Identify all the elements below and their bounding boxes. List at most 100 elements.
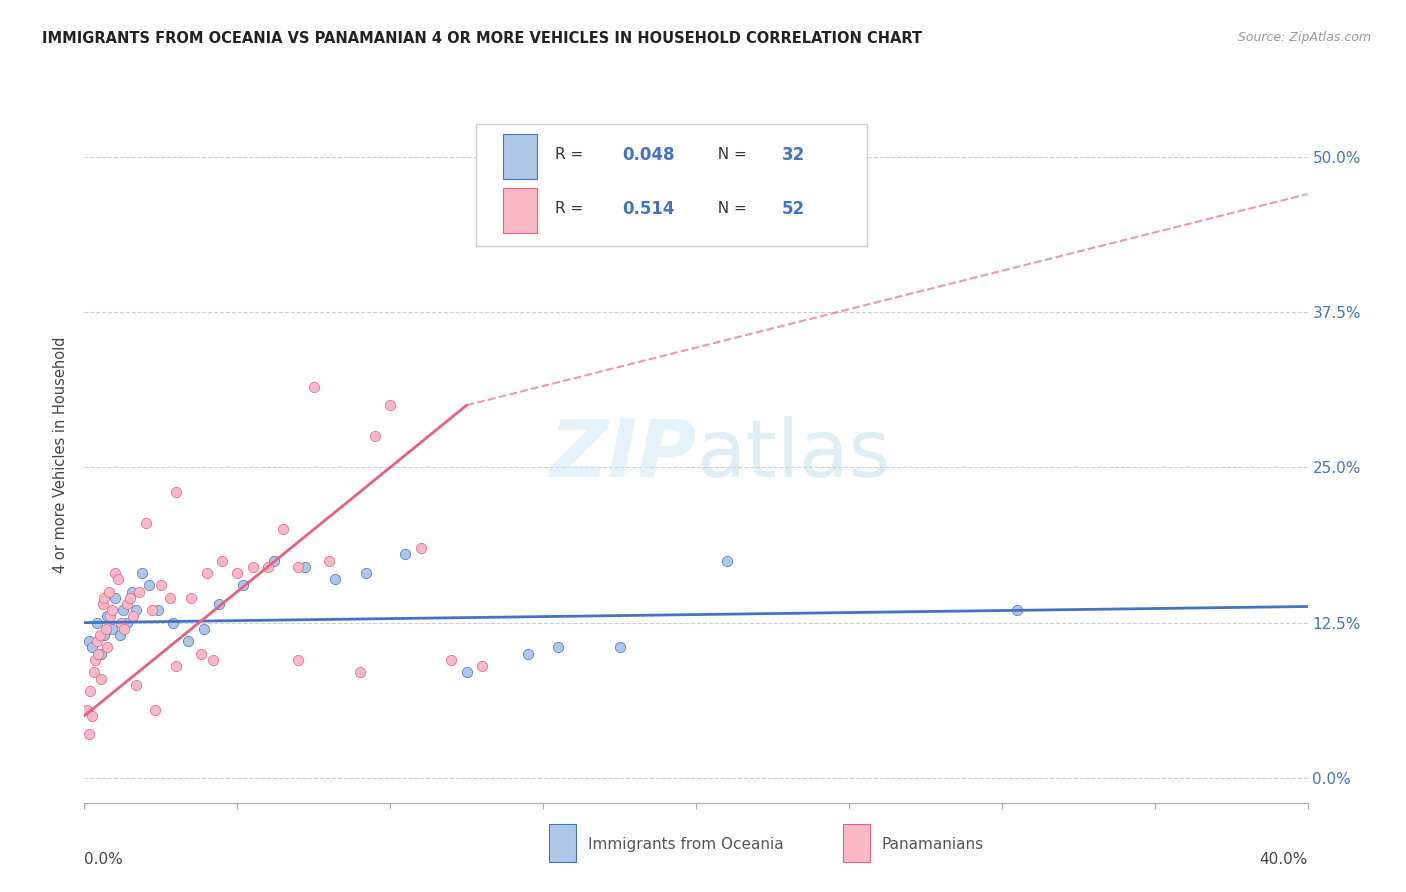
- Text: N =: N =: [709, 147, 752, 162]
- Point: [128, 584, 150, 599]
- Point: [135, 516, 157, 531]
- Point: [394, 547, 416, 561]
- Point: [354, 566, 377, 580]
- Point: [294, 559, 316, 574]
- Point: [162, 615, 184, 630]
- Point: [193, 622, 215, 636]
- Text: 40.0%: 40.0%: [1260, 852, 1308, 866]
- Text: IMMIGRANTS FROM OCEANIA VS PANAMANIAN 4 OR MORE VEHICLES IN HOUSEHOLD CORRELATIO: IMMIGRANTS FROM OCEANIA VS PANAMANIAN 4 …: [42, 31, 922, 46]
- Point: [125, 678, 148, 692]
- Point: [80, 708, 103, 723]
- Text: 32: 32: [782, 145, 804, 163]
- FancyBboxPatch shape: [503, 187, 537, 233]
- FancyBboxPatch shape: [550, 823, 576, 862]
- Point: [364, 429, 387, 443]
- Point: [80, 640, 103, 655]
- Point: [138, 578, 160, 592]
- FancyBboxPatch shape: [475, 124, 868, 246]
- Point: [111, 603, 134, 617]
- Point: [122, 609, 145, 624]
- Point: [143, 703, 166, 717]
- Point: [115, 615, 138, 630]
- Point: [89, 628, 111, 642]
- Point: [84, 653, 107, 667]
- Point: [471, 659, 494, 673]
- Point: [323, 572, 346, 586]
- Text: 52: 52: [782, 200, 804, 218]
- Point: [86, 615, 108, 630]
- Point: [91, 597, 114, 611]
- Point: [226, 566, 249, 580]
- Text: R =: R =: [555, 201, 589, 216]
- Point: [104, 566, 127, 580]
- Point: [141, 603, 163, 617]
- Point: [87, 647, 110, 661]
- Text: ZIP: ZIP: [548, 416, 696, 494]
- Point: [232, 578, 254, 592]
- Text: Panamanians: Panamanians: [882, 837, 984, 852]
- Point: [165, 485, 187, 500]
- Point: [409, 541, 432, 555]
- Point: [94, 622, 117, 636]
- Point: [516, 647, 538, 661]
- Point: [440, 653, 463, 667]
- Point: [146, 603, 169, 617]
- Text: 0.0%: 0.0%: [84, 852, 124, 866]
- Point: [318, 553, 340, 567]
- Point: [165, 659, 187, 673]
- Point: [263, 553, 285, 567]
- Text: Immigrants from Oceania: Immigrants from Oceania: [588, 837, 785, 852]
- Point: [110, 615, 132, 630]
- Point: [456, 665, 478, 680]
- Point: [1005, 603, 1028, 617]
- Point: [115, 597, 138, 611]
- Text: N =: N =: [709, 201, 752, 216]
- Point: [125, 603, 148, 617]
- FancyBboxPatch shape: [842, 823, 870, 862]
- Point: [96, 609, 118, 624]
- Point: [98, 609, 121, 624]
- Point: [101, 603, 124, 617]
- Point: [77, 634, 100, 648]
- Point: [86, 634, 108, 648]
- Point: [287, 559, 309, 574]
- Point: [302, 379, 325, 393]
- Point: [121, 584, 143, 599]
- Point: [112, 622, 135, 636]
- Point: [108, 628, 131, 642]
- Point: [77, 727, 100, 741]
- Point: [90, 647, 112, 661]
- FancyBboxPatch shape: [503, 134, 537, 179]
- Point: [201, 653, 224, 667]
- Point: [96, 640, 118, 655]
- Point: [83, 665, 105, 680]
- Text: atlas: atlas: [696, 416, 890, 494]
- Point: [120, 591, 142, 605]
- Text: 0.048: 0.048: [623, 145, 675, 163]
- Point: [547, 640, 569, 655]
- Point: [287, 653, 309, 667]
- Point: [609, 640, 631, 655]
- Text: R =: R =: [555, 147, 589, 162]
- Text: Source: ZipAtlas.com: Source: ZipAtlas.com: [1237, 31, 1371, 45]
- Y-axis label: 4 or more Vehicles in Household: 4 or more Vehicles in Household: [53, 336, 69, 574]
- Point: [149, 578, 172, 592]
- Point: [177, 634, 200, 648]
- Point: [716, 553, 738, 567]
- Point: [211, 553, 233, 567]
- Text: 0.514: 0.514: [623, 200, 675, 218]
- Point: [90, 672, 112, 686]
- Point: [242, 559, 264, 574]
- Point: [380, 398, 402, 412]
- Point: [208, 597, 231, 611]
- Point: [131, 566, 153, 580]
- Point: [104, 591, 127, 605]
- Point: [349, 665, 371, 680]
- Point: [97, 584, 120, 599]
- Point: [180, 591, 202, 605]
- Point: [79, 684, 101, 698]
- Point: [159, 591, 181, 605]
- Point: [101, 622, 124, 636]
- Point: [93, 628, 115, 642]
- Point: [93, 591, 115, 605]
